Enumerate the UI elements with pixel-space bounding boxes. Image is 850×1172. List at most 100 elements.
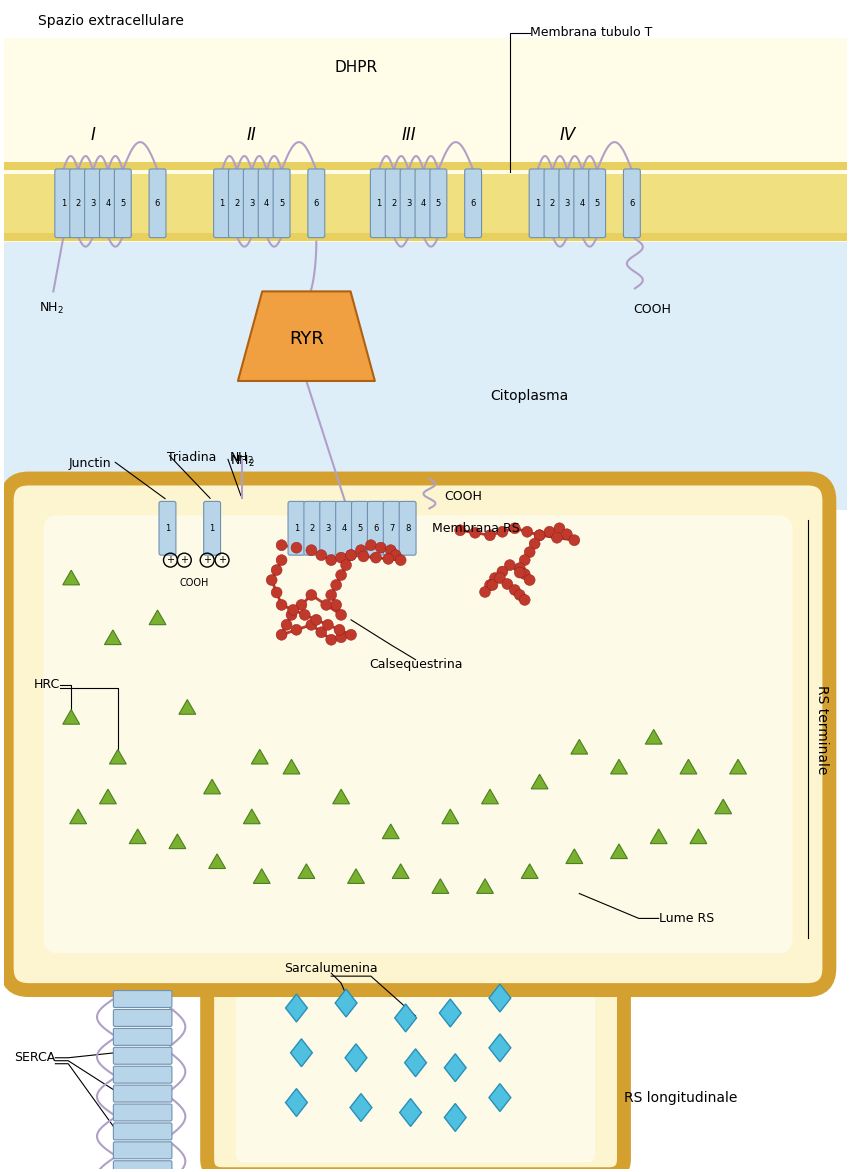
Text: Junctin: Junctin	[68, 457, 110, 470]
Polygon shape	[283, 759, 300, 774]
Circle shape	[276, 629, 287, 640]
FancyBboxPatch shape	[113, 1142, 172, 1159]
Text: +: +	[218, 556, 226, 565]
Circle shape	[336, 609, 347, 620]
Text: 6: 6	[373, 524, 378, 533]
Polygon shape	[394, 1004, 416, 1031]
Circle shape	[276, 554, 287, 566]
FancyBboxPatch shape	[113, 1104, 172, 1120]
Circle shape	[509, 585, 520, 595]
Polygon shape	[169, 834, 186, 849]
FancyBboxPatch shape	[430, 169, 447, 238]
Circle shape	[371, 552, 382, 563]
Bar	[3, 233, 847, 240]
Text: 2: 2	[76, 199, 81, 207]
Circle shape	[552, 532, 563, 543]
Circle shape	[331, 579, 342, 591]
Polygon shape	[489, 1084, 511, 1111]
Circle shape	[390, 550, 401, 560]
Text: 4: 4	[264, 199, 269, 207]
Circle shape	[306, 545, 317, 556]
Text: Sarcalumenina: Sarcalumenina	[285, 962, 378, 975]
Text: 5: 5	[357, 524, 363, 533]
Circle shape	[336, 570, 347, 580]
Text: 6: 6	[155, 199, 161, 207]
Text: RS terminale: RS terminale	[815, 684, 830, 774]
Circle shape	[514, 567, 525, 578]
Text: 1: 1	[165, 524, 170, 533]
Polygon shape	[243, 809, 260, 824]
FancyBboxPatch shape	[589, 169, 605, 238]
Circle shape	[519, 554, 530, 566]
FancyBboxPatch shape	[400, 169, 417, 238]
FancyBboxPatch shape	[204, 502, 220, 556]
Polygon shape	[99, 789, 116, 804]
Text: 3: 3	[326, 524, 331, 533]
FancyBboxPatch shape	[243, 169, 260, 238]
FancyBboxPatch shape	[544, 169, 561, 238]
Circle shape	[497, 566, 507, 577]
Polygon shape	[348, 868, 365, 884]
Polygon shape	[332, 789, 349, 804]
Text: Membrana RS: Membrana RS	[433, 522, 520, 534]
Polygon shape	[645, 729, 662, 744]
FancyBboxPatch shape	[367, 502, 384, 556]
Circle shape	[346, 629, 356, 640]
Text: Spazio extracellulare: Spazio extracellulare	[38, 14, 184, 28]
FancyBboxPatch shape	[113, 990, 172, 1008]
Circle shape	[479, 586, 490, 598]
Polygon shape	[286, 1089, 308, 1117]
Text: COOH: COOH	[632, 304, 671, 316]
Circle shape	[331, 599, 342, 611]
Circle shape	[519, 568, 530, 579]
Text: +: +	[180, 556, 189, 565]
Circle shape	[514, 590, 525, 600]
Text: 4: 4	[105, 199, 111, 207]
Circle shape	[385, 545, 396, 556]
Circle shape	[524, 574, 536, 586]
Text: 5: 5	[436, 199, 441, 207]
Text: NH$_2$: NH$_2$	[230, 454, 255, 469]
Bar	[3, 241, 847, 510]
Circle shape	[276, 599, 287, 611]
Circle shape	[569, 534, 580, 546]
FancyBboxPatch shape	[288, 502, 305, 556]
Text: 2: 2	[235, 199, 240, 207]
Text: Triadina: Triadina	[167, 451, 217, 464]
Circle shape	[271, 565, 282, 575]
Polygon shape	[442, 809, 459, 824]
Circle shape	[291, 625, 302, 635]
Text: 3: 3	[90, 199, 96, 207]
FancyBboxPatch shape	[207, 924, 624, 1172]
Polygon shape	[400, 1098, 422, 1126]
Polygon shape	[382, 824, 399, 839]
FancyBboxPatch shape	[559, 169, 575, 238]
Circle shape	[322, 619, 333, 631]
FancyBboxPatch shape	[383, 502, 400, 556]
FancyBboxPatch shape	[229, 169, 246, 238]
Circle shape	[530, 538, 540, 550]
FancyBboxPatch shape	[113, 1085, 172, 1102]
Circle shape	[497, 526, 507, 537]
Text: NH$_2$: NH$_2$	[230, 451, 254, 465]
FancyBboxPatch shape	[99, 169, 116, 238]
Circle shape	[522, 526, 533, 537]
Circle shape	[326, 634, 337, 646]
FancyBboxPatch shape	[113, 1067, 172, 1083]
Circle shape	[524, 546, 536, 558]
Circle shape	[358, 551, 369, 561]
Circle shape	[484, 579, 496, 591]
FancyBboxPatch shape	[113, 1123, 172, 1140]
Text: 3: 3	[406, 199, 411, 207]
Polygon shape	[571, 740, 587, 754]
Circle shape	[509, 523, 520, 533]
Circle shape	[341, 559, 352, 571]
FancyBboxPatch shape	[43, 516, 793, 953]
Circle shape	[495, 573, 506, 584]
Polygon shape	[680, 759, 697, 774]
Text: 6: 6	[470, 199, 476, 207]
Text: DHPR: DHPR	[334, 60, 377, 75]
FancyBboxPatch shape	[304, 502, 320, 556]
FancyBboxPatch shape	[415, 169, 432, 238]
Circle shape	[326, 590, 337, 600]
